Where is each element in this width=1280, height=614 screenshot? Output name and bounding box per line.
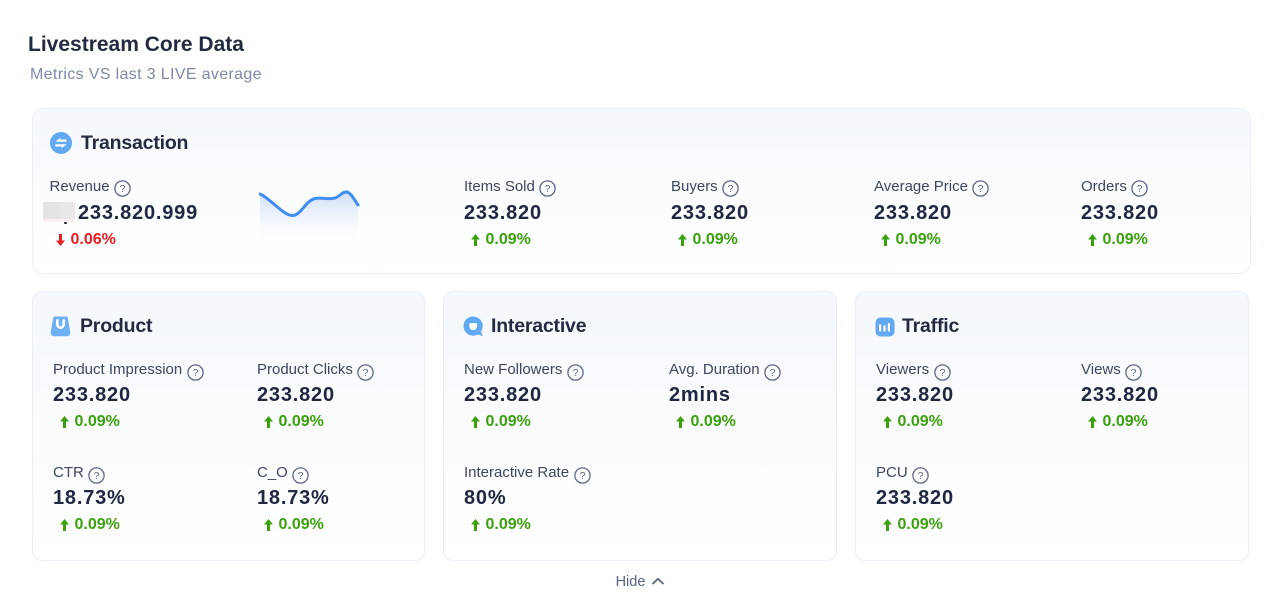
svg-text:?: ? — [94, 470, 100, 482]
svg-text:?: ? — [363, 367, 369, 379]
svg-text:?: ? — [918, 470, 924, 482]
svg-text:?: ? — [770, 367, 776, 379]
svg-text:?: ? — [939, 367, 945, 379]
svg-text:?: ? — [298, 470, 304, 482]
svg-text:?: ? — [1131, 367, 1137, 379]
svg-text:?: ? — [545, 183, 551, 195]
svg-text:?: ? — [978, 183, 984, 195]
svg-text:?: ? — [579, 470, 585, 482]
svg-text:?: ? — [120, 183, 126, 195]
svg-text:?: ? — [728, 183, 734, 195]
svg-text:?: ? — [572, 367, 578, 379]
svg-text:?: ? — [192, 367, 198, 379]
svg-text:?: ? — [1137, 183, 1143, 195]
